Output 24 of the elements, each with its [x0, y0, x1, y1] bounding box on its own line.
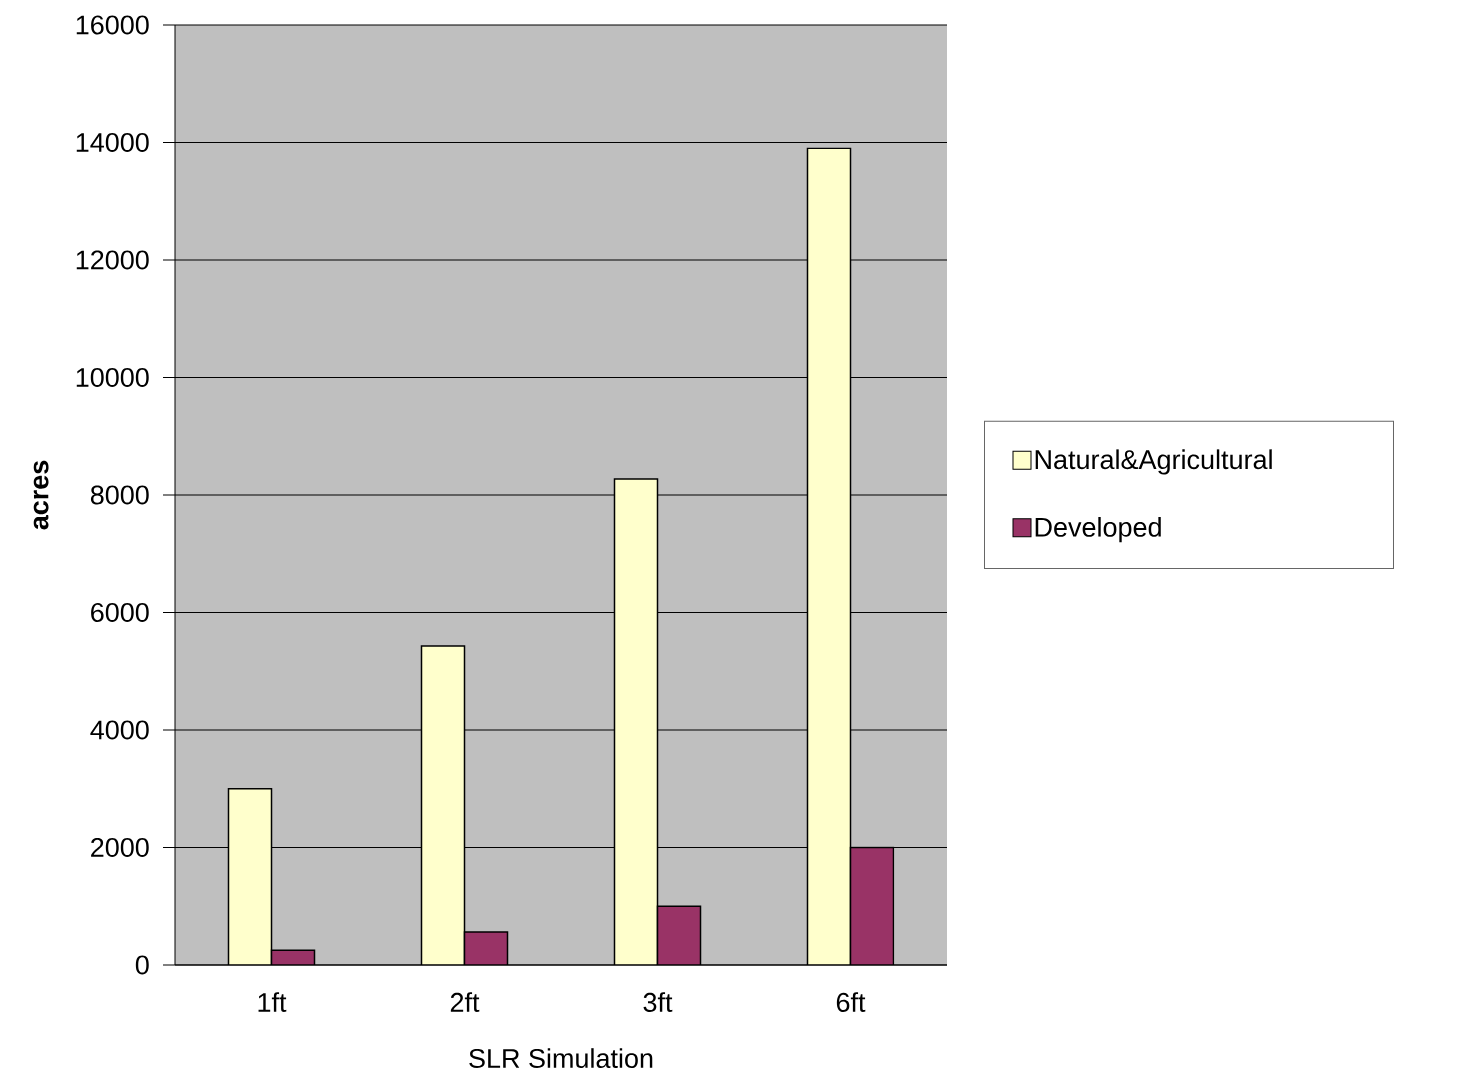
y-tick-label: 4000	[90, 720, 149, 740]
bar	[806, 147, 852, 965]
y-tick-label: 12000	[76, 250, 149, 270]
x-tick-label: 3ft	[643, 992, 673, 1012]
y-tick-label: 10000	[76, 367, 149, 388]
x-tick-label: 6ft	[836, 992, 866, 1012]
y-tick-label: 2000	[91, 837, 149, 858]
bar	[656, 905, 702, 965]
legend-label: Natural&Agricultural	[1035, 449, 1272, 475]
bar	[420, 645, 466, 965]
y-tick-label: 16000	[76, 15, 149, 35]
bar	[227, 787, 273, 965]
bar	[463, 931, 509, 965]
y-tick-label: 0	[135, 955, 149, 975]
y-tick-label: 6000	[91, 602, 149, 623]
y-tick-label: 8000	[90, 485, 149, 505]
bar	[849, 846, 895, 965]
x-tick-label: 1ft	[258, 992, 287, 1012]
legend-label: Developed	[1035, 516, 1161, 543]
y-tick-label: 14000	[76, 132, 149, 153]
x-tick-label: 2ft	[450, 992, 480, 1012]
x-axis-title: SLR Simulation	[469, 1048, 653, 1069]
y-axis-title: acres	[33, 460, 49, 530]
bar	[613, 478, 659, 965]
